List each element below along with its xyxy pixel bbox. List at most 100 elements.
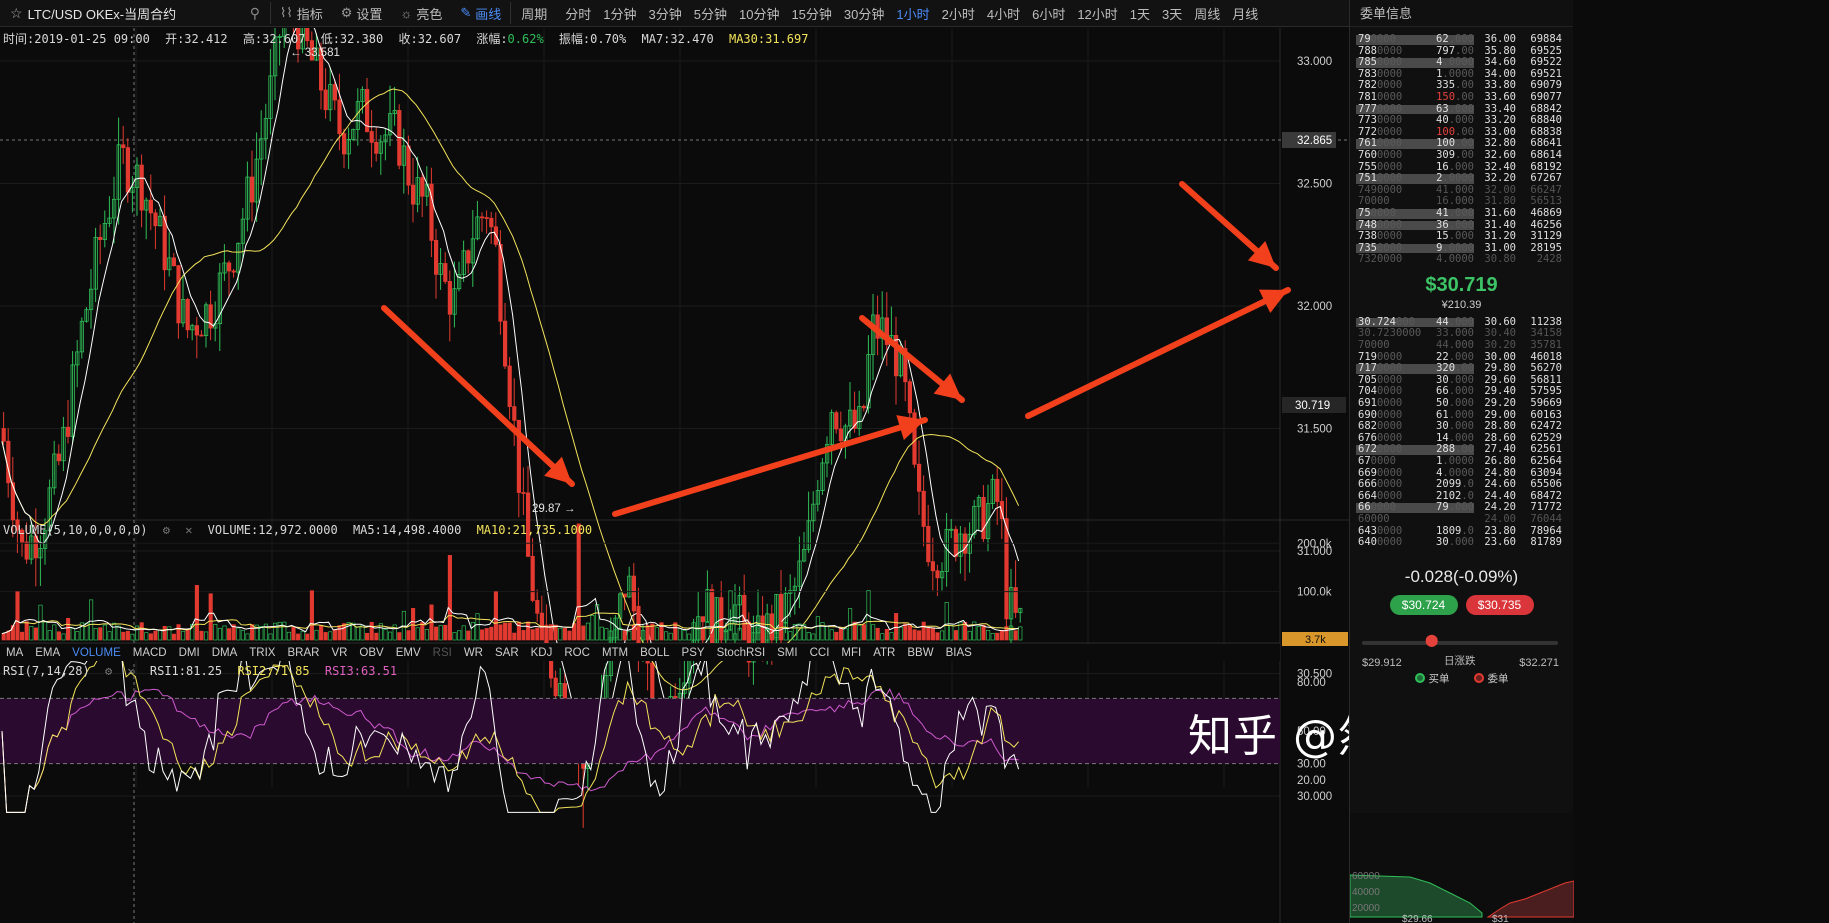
- bid-row[interactable]: 6820000 30.000 28.80 62472: [1350, 420, 1573, 433]
- indicator-tab-vr[interactable]: VR: [331, 646, 348, 659]
- indicator-tab-boll[interactable]: BOLL: [640, 646, 670, 659]
- sell-price-button[interactable]: $30.735: [1465, 594, 1534, 615]
- indicator-tab-mfi[interactable]: MFI: [841, 646, 862, 659]
- bid-row[interactable]: 30.7230000 33.000 30.40 34158: [1350, 328, 1573, 340]
- ask-row[interactable]: 7320000 4.0000 30.80 2428: [1350, 253, 1573, 266]
- period-3[interactable]: 3分钟: [648, 6, 682, 22]
- period-4[interactable]: 5分钟: [693, 6, 727, 22]
- bid-row[interactable]: 6660000 2099.0 24.60 65506: [1350, 478, 1573, 491]
- bid-row[interactable]: 670000 1.0000 26.80 62564: [1350, 455, 1573, 468]
- indicator-tab-volume[interactable]: VOLUME: [72, 646, 121, 659]
- indicator-tab-kdj[interactable]: KDJ: [530, 646, 553, 659]
- chart-area[interactable]: 33.50033.00032.50032.00031.50031.00030.5…: [0, 28, 1573, 923]
- indicator-tab-trix[interactable]: TRIX: [249, 646, 276, 659]
- ask-row[interactable]: 7550000 16.000 32.40 68192: [1350, 160, 1573, 174]
- ask-row[interactable]: 7490000 41.000 32.00 66247: [1350, 184, 1573, 197]
- ask-row[interactable]: 7510000 2.0000 32.20 67267: [1350, 172, 1573, 185]
- settings-icon[interactable]: ⚙: [162, 523, 170, 537]
- period-14[interactable]: 3天: [1162, 6, 1183, 22]
- bid-row[interactable]: 6910000 50.000 29.20 59669: [1350, 397, 1573, 410]
- period-7[interactable]: 30分钟: [843, 6, 885, 22]
- light-theme-button[interactable]: ☼ 亮色: [400, 5, 443, 22]
- bid-row[interactable]: 6720000 288.00 27.40 62561: [1350, 444, 1573, 456]
- settings-icon[interactable]: ⚙: [104, 664, 113, 678]
- indicator-tab-ema[interactable]: EMA: [35, 646, 61, 659]
- indicator-tab-bbw[interactable]: BBW: [907, 646, 934, 659]
- bid-row[interactable]: 660000 79.000 24.20 71772: [1350, 502, 1573, 514]
- depth-chart[interactable]: 60000 40000 20000 $29.66 $31: [1350, 813, 1574, 923]
- period-11[interactable]: 6小时: [1032, 6, 1066, 22]
- indicator-tab-smi[interactable]: SMI: [777, 646, 798, 659]
- ask-row[interactable]: 7350000 9.0000 31.00 28195: [1350, 242, 1573, 255]
- close-icon[interactable]: ✕: [185, 523, 193, 537]
- period-0[interactable]: 周期: [521, 6, 548, 22]
- ask-row[interactable]: 7600000 309.00 32.60 68614: [1350, 149, 1573, 162]
- period-8[interactable]: 1小时: [896, 6, 930, 22]
- ask-row[interactable]: 7380000 15.000 31.20 31129: [1350, 230, 1573, 243]
- indicator-tab-rsi[interactable]: RSI: [432, 646, 452, 659]
- draw-line-button[interactable]: ✎ 画线: [460, 5, 502, 22]
- period-5[interactable]: 10分钟: [738, 6, 780, 22]
- indicator-tab-obv[interactable]: OBV: [359, 646, 384, 659]
- bid-row[interactable]: 7170000 320.00 29.80 56270: [1350, 362, 1573, 375]
- period-2[interactable]: 1分钟: [603, 6, 637, 22]
- period-15[interactable]: 周线: [1194, 6, 1221, 22]
- ask-row[interactable]: 790000 62.000 36.00 69884: [1350, 33, 1573, 46]
- search-icon[interactable]: ⚲: [249, 4, 260, 21]
- bid-row[interactable]: 60000 24.00 76044: [1350, 513, 1573, 526]
- indicator-tab-macd[interactable]: MACD: [132, 646, 167, 659]
- settings-button[interactable]: ⚙ 设置: [340, 5, 383, 22]
- indicator-tab-roc[interactable]: ROC: [564, 646, 590, 659]
- close-icon[interactable]: ✕: [127, 664, 135, 678]
- ask-row[interactable]: 7880000 797.00 35.80 69525: [1350, 45, 1573, 58]
- period-1[interactable]: 分时: [565, 6, 592, 22]
- chart-canvas[interactable]: 33.50033.00032.50032.00031.50031.00030.5…: [0, 28, 1573, 923]
- ask-row[interactable]: 7720000 100.00 33.00 68838: [1350, 126, 1573, 139]
- bid-row[interactable]: 7190000 22.000 30.00 46018: [1350, 351, 1573, 364]
- ask-row[interactable]: 7480000 36.000 31.40 46256: [1350, 219, 1573, 232]
- ask-row[interactable]: 750000 41.000 31.60 46869: [1350, 207, 1573, 220]
- bid-row[interactable]: 70000 44.000 30.20 35781: [1350, 339, 1573, 352]
- ask-row[interactable]: 70000 16.000 31.80 56513: [1350, 196, 1573, 208]
- indicator-tab-ma[interactable]: MA: [6, 646, 24, 659]
- indicator-tab-wr[interactable]: WR: [463, 646, 483, 659]
- indicator-tab-cci[interactable]: CCI: [809, 646, 830, 659]
- indicator-tab-dmi[interactable]: DMI: [178, 646, 200, 659]
- period-16[interactable]: 月线: [1232, 6, 1259, 22]
- period-9[interactable]: 2小时: [941, 6, 975, 22]
- indicator-tab-dma[interactable]: DMA: [211, 646, 238, 659]
- indicator-tab-mtm[interactable]: MTM: [601, 646, 629, 659]
- bid-row[interactable]: 7040000 66.000 29.40 57595: [1350, 386, 1573, 398]
- period-6[interactable]: 15分钟: [791, 6, 832, 22]
- ask-row[interactable]: 7820000 335.00 33.80 69079: [1350, 80, 1573, 92]
- indicator-tab-stochrsi[interactable]: StochRSI: [716, 646, 766, 659]
- indicator-tab-emv[interactable]: EMV: [395, 646, 421, 659]
- bid-row[interactable]: 6400000 30.000 23.60 81789: [1350, 536, 1573, 549]
- bid-row[interactable]: 6690000 4.0000 24.80 63094: [1350, 467, 1573, 480]
- bid-row[interactable]: 6430000 1809.0 23.80 78964: [1350, 525, 1573, 538]
- period-13[interactable]: 1天: [1129, 6, 1151, 22]
- buy-price-button[interactable]: $30.724: [1389, 594, 1458, 615]
- ask-row[interactable]: 7610000 100.00 32.80 68641: [1350, 138, 1573, 150]
- bid-row[interactable]: 30.724000 44.000 30.60 11238: [1350, 316, 1573, 329]
- ask-row[interactable]: 7770000 63.000 33.40 68842: [1350, 103, 1573, 116]
- bid-row[interactable]: 6900000 61.000 29.00 60163: [1350, 409, 1573, 422]
- ask-row[interactable]: 7830000 1.0000 34.00 69521: [1350, 68, 1573, 81]
- order-cumulative: 68192: [1530, 160, 1562, 173]
- indicator-tab-bias[interactable]: BIAS: [945, 646, 972, 659]
- indicator-tab-sar[interactable]: SAR: [494, 646, 519, 659]
- ask-row[interactable]: 7730000 40.000 33.20 68840: [1350, 114, 1573, 127]
- bid-row[interactable]: 6640000 2102.0 24.40 68472: [1350, 490, 1573, 503]
- ask-row[interactable]: 7810000 150.00 33.60 69077: [1350, 91, 1573, 104]
- symbol-selector[interactable]: ☆ LTC/USD OKEx-当周合约 ⚲: [0, 4, 270, 23]
- star-icon[interactable]: ☆: [10, 4, 23, 21]
- indicator-tab-brar[interactable]: BRAR: [287, 646, 320, 659]
- bid-row[interactable]: 7050000 30.000 29.60 56811: [1350, 374, 1573, 387]
- indicator-button[interactable]: ⌇⌇ 指标: [280, 5, 323, 22]
- period-12[interactable]: 12小时: [1077, 6, 1118, 22]
- bid-row[interactable]: 6760000 14.000 28.60 62529: [1350, 432, 1573, 445]
- ask-row[interactable]: 7850000 4.0000 34.60 69522: [1350, 56, 1573, 69]
- indicator-tab-atr[interactable]: ATR: [873, 646, 896, 659]
- indicator-tab-psy[interactable]: PSY: [681, 646, 705, 659]
- period-10[interactable]: 4小时: [986, 6, 1021, 22]
